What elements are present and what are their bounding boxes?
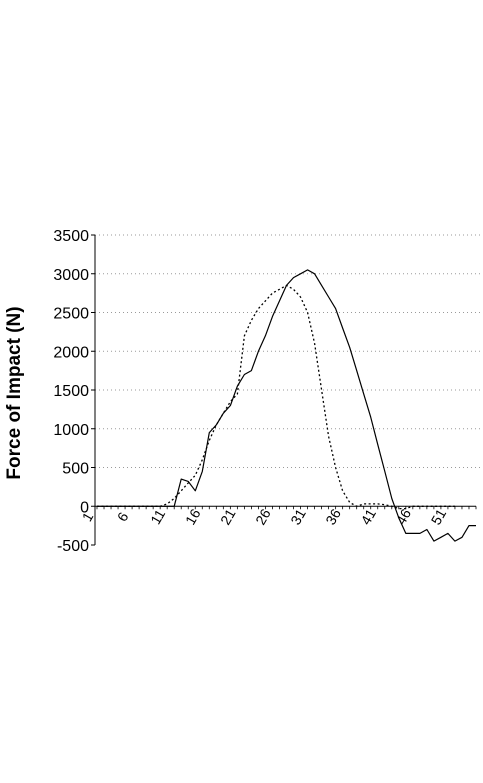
grid-layer — [95, 234, 480, 468]
y-tick-label: 3500 — [53, 228, 89, 245]
x-tick-label: 11 — [147, 506, 168, 527]
x-tick-label: 16 — [182, 506, 204, 528]
y-tick-label: 1500 — [53, 383, 89, 400]
label-layer: Force of Impact (N) — [4, 306, 25, 479]
series-solid-line — [97, 269, 476, 542]
x-tick-label: 51 — [428, 506, 450, 528]
y-tick-label: -500 — [57, 538, 89, 555]
x-tick-label: 6 — [114, 509, 132, 524]
x-tick-label: 36 — [322, 506, 344, 528]
y-axis-label: Force of Impact (N) — [4, 306, 25, 479]
series-dotted-line — [97, 284, 455, 510]
x-tick-label: 26 — [252, 506, 274, 528]
y-tick-label: 500 — [62, 461, 89, 478]
x-tick-label: 46 — [392, 506, 414, 528]
y-tick-label: 3000 — [53, 267, 89, 284]
y-tick-label: 2500 — [53, 306, 89, 323]
x-tick-label: 31 — [287, 506, 309, 528]
x-tick-label: 21 — [217, 506, 239, 528]
series-layer — [97, 269, 476, 542]
x-tick-label: 41 — [357, 506, 379, 528]
y-tick-label: 0 — [80, 499, 89, 516]
y-tick-label: 2000 — [53, 344, 89, 361]
y-tick-label: 1000 — [53, 422, 89, 439]
